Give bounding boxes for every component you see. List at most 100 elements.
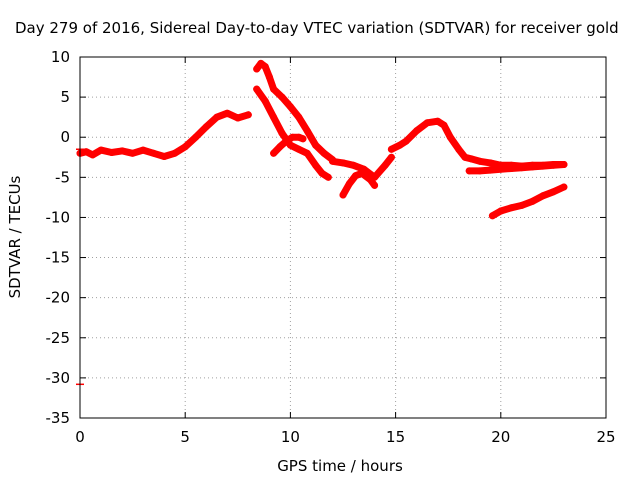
data-point (528, 163, 536, 171)
data-point (560, 161, 568, 168)
y-tick-label: -30 (46, 369, 71, 387)
x-tick-label: 15 (386, 428, 405, 446)
data-point (108, 149, 116, 156)
data-point (303, 127, 311, 135)
y-tick-label: 0 (60, 128, 70, 146)
y-tick-label: 10 (51, 48, 70, 66)
data-point (295, 113, 303, 121)
data-point (289, 133, 296, 141)
data-point (423, 119, 431, 127)
y-tick-label: 5 (60, 88, 70, 106)
data-point (118, 147, 126, 155)
data-point (461, 153, 469, 161)
data-point (270, 85, 278, 93)
series-sdtvar (76, 59, 568, 386)
data-point (139, 146, 147, 154)
data-point (312, 141, 320, 149)
data-point (339, 159, 347, 167)
y-tick-label: -5 (55, 168, 70, 186)
x-axis-title: GPS time / hours (277, 457, 403, 475)
data-point (171, 149, 179, 157)
data-point (278, 93, 286, 101)
data-point (202, 123, 210, 131)
data-point (261, 63, 269, 71)
data-point (413, 127, 421, 135)
data-point (223, 109, 231, 117)
data-band (253, 85, 332, 181)
x-tick-label: 5 (180, 428, 190, 446)
data-point (265, 73, 273, 81)
grid (80, 57, 606, 418)
data-point (518, 201, 526, 209)
data-point (276, 143, 284, 151)
data-point (213, 113, 221, 121)
data-point (358, 169, 366, 177)
data-point (253, 65, 261, 73)
data-point (560, 183, 568, 191)
data-point (528, 197, 536, 205)
x-tick-label: 25 (596, 428, 615, 446)
data-point (82, 148, 90, 156)
data-point (97, 146, 105, 154)
data-point (350, 161, 357, 169)
data-point (402, 137, 410, 145)
data-point (486, 166, 494, 174)
data-point (160, 153, 168, 160)
data-point (278, 129, 286, 137)
y-tick-label: -10 (46, 208, 71, 226)
data-point (320, 149, 328, 157)
x-axis-ticks: 0 5 10 15 20 25 (75, 57, 616, 446)
data-point (286, 103, 294, 111)
data-point (312, 161, 320, 169)
data-point (282, 137, 290, 145)
data-point (352, 172, 360, 180)
data-point (324, 173, 332, 181)
data-point (455, 145, 463, 153)
data-point (518, 164, 526, 172)
data-point (446, 133, 454, 141)
x-tick-label: 20 (491, 428, 510, 446)
data-point (381, 161, 389, 169)
data-point (440, 121, 448, 129)
data-point (539, 162, 547, 170)
data-point (129, 149, 137, 157)
data-point (549, 188, 557, 196)
y-axis-ticks: 10 5 0 -5 -10 -15 -20 -25 -30 -35 (46, 48, 606, 427)
data-point (387, 145, 395, 153)
data-point (181, 143, 189, 151)
chart-title: Day 279 of 2016, Sidereal Day-to-day VTE… (15, 19, 619, 37)
data-point (507, 165, 515, 172)
y-tick-label: -20 (46, 289, 71, 307)
x-tick-label: 0 (75, 428, 85, 446)
data-point (507, 204, 515, 212)
data-point (329, 157, 336, 165)
data-point (339, 191, 347, 199)
data-point (396, 141, 404, 149)
data-point (244, 111, 252, 119)
data-point (253, 85, 261, 93)
data-point (150, 149, 158, 157)
data-point (387, 153, 395, 161)
data-point (434, 117, 442, 125)
data-point (539, 192, 547, 200)
data-point (486, 159, 494, 167)
data-point (467, 155, 475, 163)
data-point (234, 114, 242, 122)
data-point (318, 169, 326, 177)
y-axis-title: SDTVAR / TECUs (6, 175, 24, 298)
data-point (497, 165, 505, 173)
data-point (192, 133, 200, 141)
y-tick-label: -25 (46, 329, 71, 347)
data-point (488, 212, 496, 220)
data-point (261, 97, 269, 105)
data-point (303, 149, 311, 157)
plot-frame (79, 56, 607, 419)
data-point (270, 113, 278, 121)
data-point (366, 176, 374, 184)
y-tick-label: -35 (46, 409, 71, 427)
data-point (497, 207, 505, 215)
data-point (89, 151, 97, 159)
data-point (476, 167, 484, 175)
